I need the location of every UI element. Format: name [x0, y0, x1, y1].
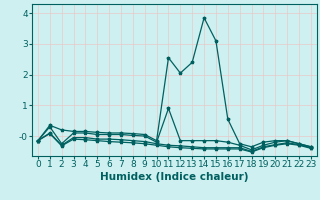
- X-axis label: Humidex (Indice chaleur): Humidex (Indice chaleur): [100, 172, 249, 182]
